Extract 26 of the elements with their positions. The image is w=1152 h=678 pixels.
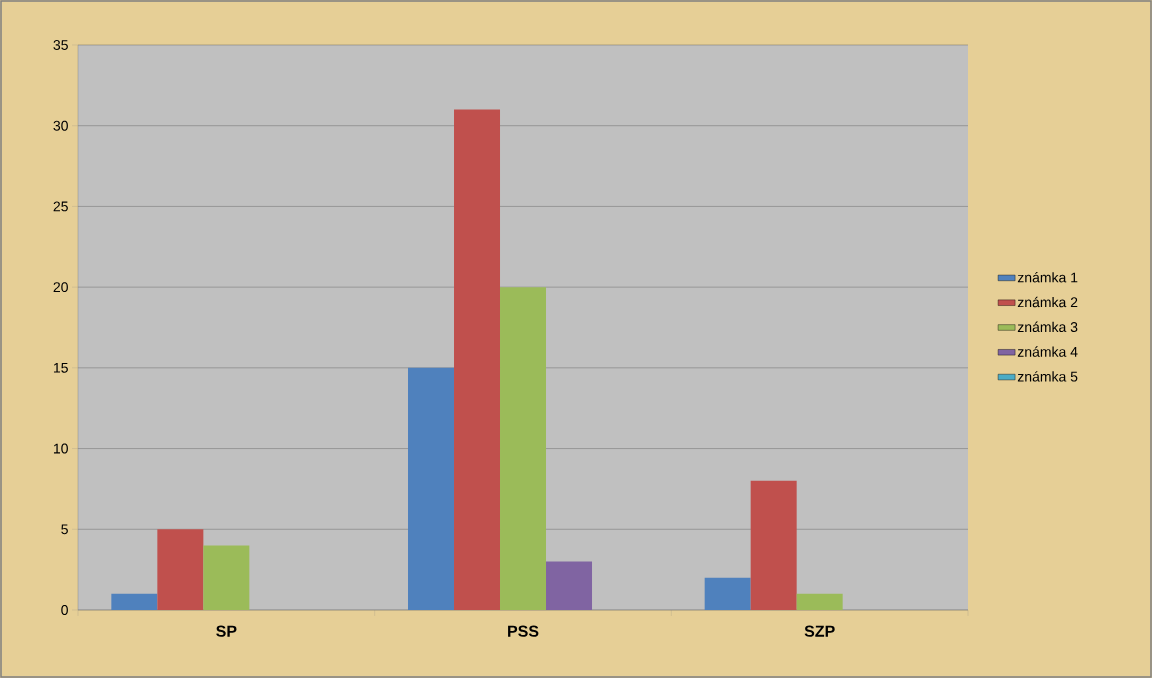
- legend-label: známka 1: [1017, 272, 1078, 283]
- y-tick-label: 20: [53, 282, 68, 293]
- legend-label: známka 2: [1017, 296, 1078, 308]
- y-tick-label: 5: [61, 524, 68, 535]
- y-tick-label: 35: [53, 40, 68, 50]
- bar: [704, 577, 751, 610]
- y-tick-label: 30: [53, 120, 68, 131]
- y-tick-label: 0: [61, 605, 68, 615]
- legend-label: známka 5: [1017, 371, 1078, 382]
- bar: [203, 545, 250, 610]
- legend-label: známka 3: [1017, 321, 1078, 333]
- x-tick-label: SP: [216, 625, 237, 637]
- bar: [500, 287, 547, 610]
- bar: [796, 593, 843, 610]
- bar: [546, 561, 593, 610]
- legend-label: známka 4: [1017, 346, 1078, 357]
- y-tick-label: 25: [53, 201, 68, 212]
- bar: [454, 109, 501, 610]
- bar: [750, 480, 797, 610]
- y-tick-label: 15: [53, 362, 68, 373]
- bar: [111, 593, 158, 610]
- y-tick-label: 10: [53, 443, 68, 454]
- bar: [157, 529, 204, 610]
- x-tick-label: PSS: [508, 625, 539, 637]
- x-tick-label: SZP: [804, 625, 835, 637]
- bar: [408, 367, 455, 610]
